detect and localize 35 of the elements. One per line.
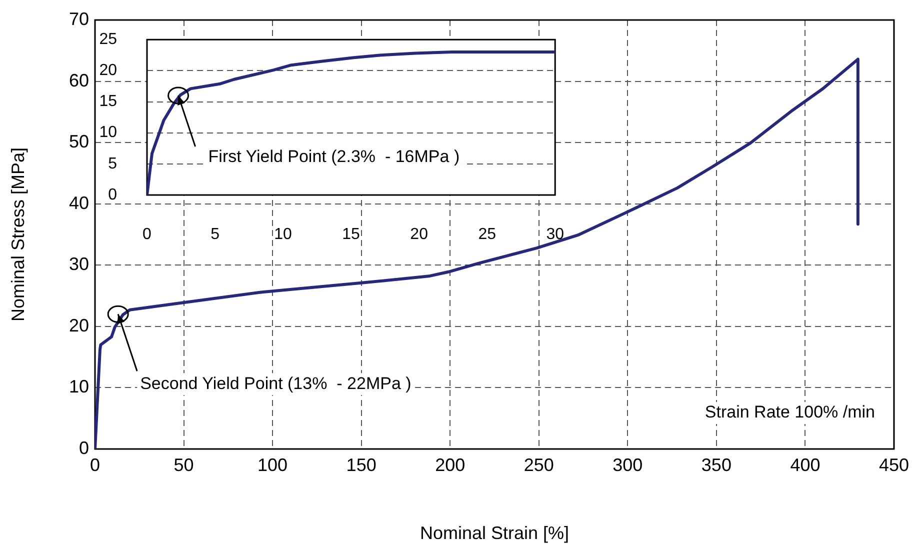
- y-axis-title: Nominal Stress [MPa]: [8, 147, 28, 322]
- y-tick-label: 10: [68, 376, 89, 397]
- y-tick-label: 15: [99, 93, 118, 110]
- annotation: First Yield Point (2.3% - 16MPa ): [208, 147, 460, 166]
- x-tick-label: 15: [342, 226, 360, 244]
- y-tick-label: 20: [99, 62, 118, 80]
- x-axis-title: Nominal Strain [%]: [420, 523, 570, 544]
- x-tick-label: 150: [346, 454, 376, 475]
- y-tick-label: 70: [68, 8, 89, 29]
- y-tick-label: 25: [99, 31, 118, 48]
- annotation: Strain Rate 100% /min: [704, 402, 875, 422]
- y-tick-label: 0: [108, 186, 118, 204]
- y-tick-label: 60: [68, 70, 89, 90]
- x-tick-label: 200: [435, 454, 466, 475]
- x-tick-label: 250: [524, 454, 554, 475]
- y-tick-label: 20: [68, 315, 89, 336]
- x-tick-label: 100: [258, 454, 288, 475]
- y-tick-label: 30: [68, 254, 89, 274]
- x-tick-label: 350: [701, 454, 732, 475]
- x-tick-label: 5: [210, 226, 220, 244]
- y-tick-label: 40: [68, 192, 89, 213]
- y-tick-label: 5: [108, 155, 118, 172]
- x-tick-label: 450: [878, 454, 910, 475]
- y-tick-label: 50: [68, 132, 89, 152]
- x-tick-label: 50: [174, 454, 194, 475]
- y-tick-label: 10: [99, 124, 118, 142]
- x-tick-label: 10: [274, 226, 292, 244]
- y-tick-label: 0: [78, 438, 89, 458]
- x-tick-label: 400: [790, 454, 820, 475]
- x-tick-label: 25: [478, 226, 496, 244]
- x-tick-label: 20: [410, 226, 428, 244]
- x-tick-label: 0: [142, 226, 152, 244]
- x-tick-label: 30: [546, 226, 564, 244]
- annotation: Second Yield Point (13% - 22MPa ): [140, 374, 412, 393]
- x-tick-label: 300: [612, 454, 643, 475]
